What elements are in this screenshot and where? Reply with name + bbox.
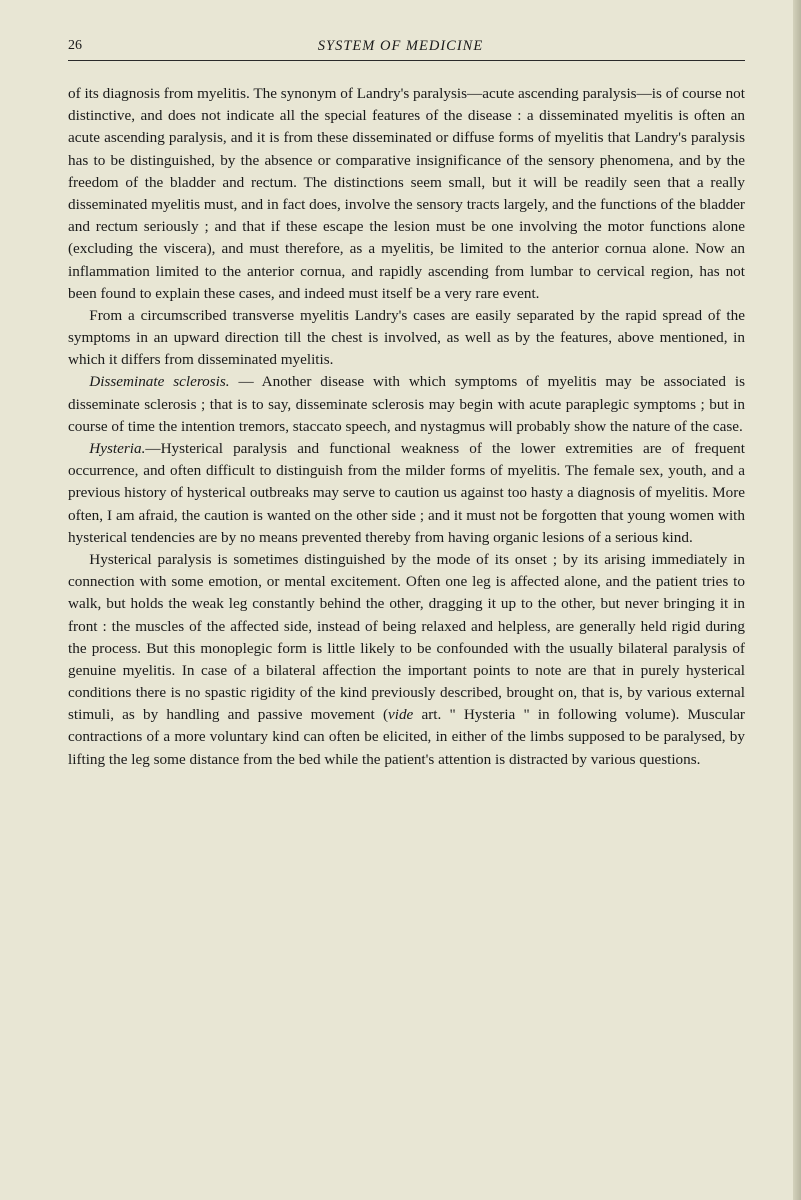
paragraph-3: Disseminate sclerosis. — Another disease… — [68, 371, 745, 438]
paragraph-4-body: —Hysterical paralysis and functional wea… — [68, 440, 745, 546]
page-edge-shadow — [793, 0, 801, 1200]
page-header: 26 SYSTEM OF MEDICINE — [68, 38, 745, 54]
body-text: of its diagnosis from myelitis. The syno… — [68, 83, 745, 771]
paragraph-5: Hysterical paralysis is sometimes distin… — [68, 549, 745, 771]
paragraph-1: of its diagnosis from myelitis. The syno… — [68, 83, 745, 305]
paragraph-4: Hysteria.—Hysterical paralysis and funct… — [68, 438, 745, 549]
header-rule — [68, 60, 745, 61]
paragraph-5a: Hysterical paralysis is sometimes distin… — [68, 551, 745, 723]
paragraph-2: From a circumscribed transverse myelitis… — [68, 305, 745, 372]
page: 26 SYSTEM OF MEDICINE of its diagnosis f… — [0, 0, 801, 1200]
lead-disseminate: Disseminate sclerosis. — [89, 373, 229, 390]
vide-italic: vide — [388, 706, 413, 723]
page-number: 26 — [68, 38, 82, 54]
lead-hysteria: Hysteria. — [89, 440, 145, 457]
running-title: SYSTEM OF MEDICINE — [318, 38, 483, 55]
